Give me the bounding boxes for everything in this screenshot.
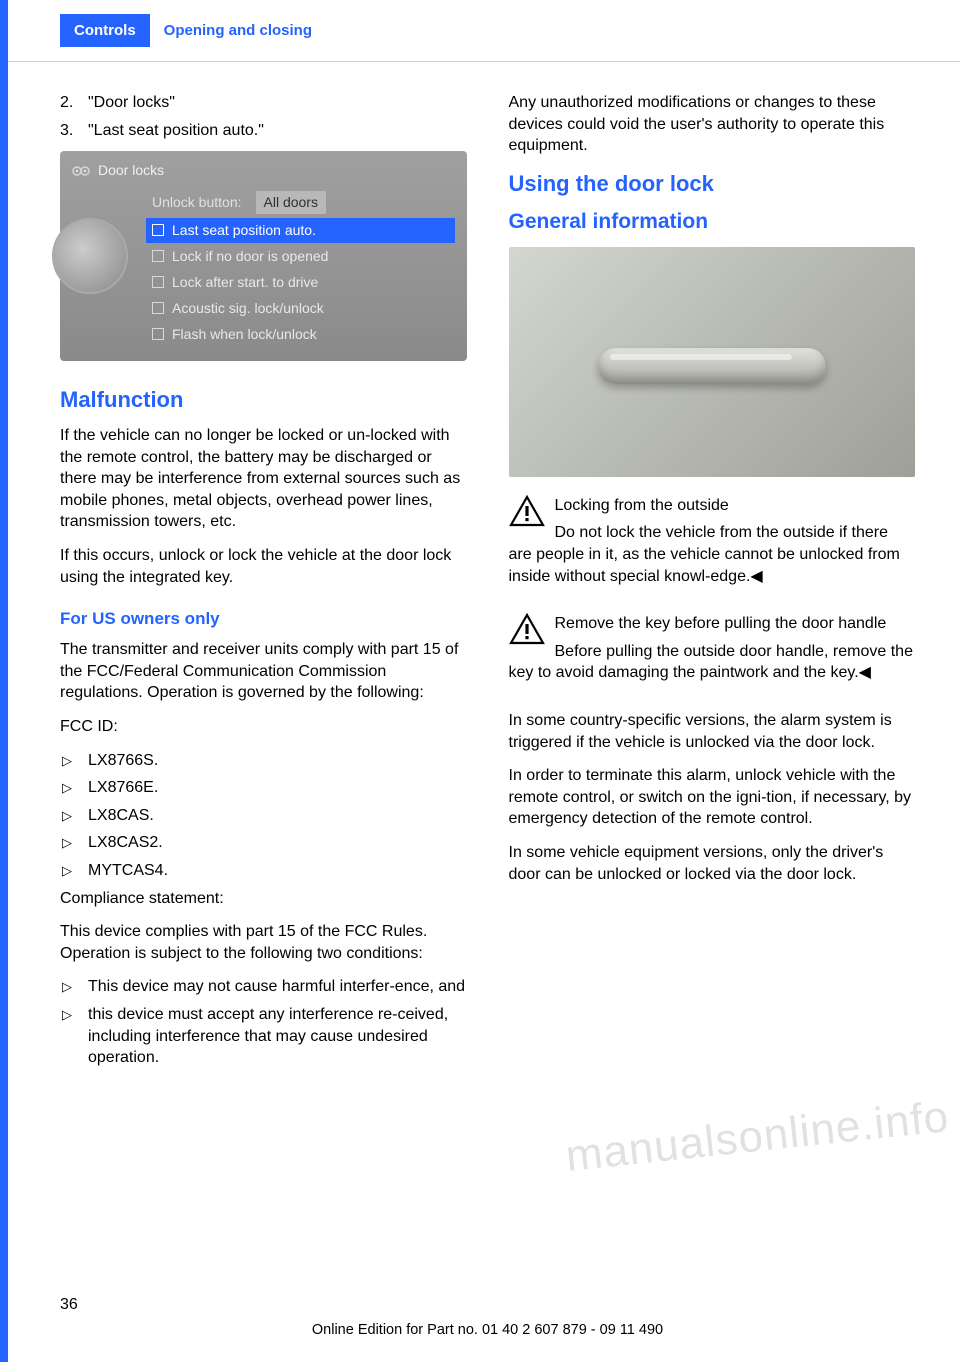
list-item: ▷MYTCAS4. — [60, 860, 467, 882]
bullet-icon: ▷ — [62, 860, 88, 882]
screenshot-body: Unlock button: All doors Last seat posit… — [72, 188, 455, 347]
list-item: ▷LX8CAS2. — [60, 832, 467, 854]
page-content: 2. "Door locks" 3. "Last seat position a… — [0, 62, 960, 1075]
idrive-screenshot: Door locks Unlock button: All doors Last… — [60, 151, 467, 361]
list-item: ▷LX8766E. — [60, 777, 467, 799]
bullet-icon: ▷ — [62, 976, 88, 998]
menu-row: Acoustic sig. lock/unlock — [146, 296, 455, 321]
heading-us-owners: For US owners only — [60, 608, 467, 631]
bullet-icon: ▷ — [62, 777, 88, 799]
paragraph: Any unauthorized modifications or change… — [509, 92, 916, 157]
warning-title: Locking from the outside — [555, 497, 729, 514]
step-number: 2. — [60, 92, 88, 114]
list-item: ▷This device may not cause harmful inter… — [60, 976, 467, 998]
warning-icon — [509, 495, 545, 527]
menu-item-label: Lock if no door is opened — [172, 247, 328, 266]
warning-body: Do not lock the vehicle from the outside… — [509, 522, 916, 587]
warning-body: Before pulling the outside door handle, … — [509, 641, 916, 684]
step-item: 2. "Door locks" — [60, 92, 467, 114]
heading-malfunction: Malfunction — [60, 385, 467, 415]
fcc-id-label: FCC ID: — [60, 716, 467, 738]
menu-item-label: Acoustic sig. lock/unlock — [172, 299, 324, 318]
list-item: ▷this device must accept any interferenc… — [60, 1004, 467, 1069]
door-handle-image — [509, 247, 916, 477]
heading-using-door-lock: Using the door lock — [509, 169, 916, 199]
paragraph: In some vehicle equipment versions, only… — [509, 842, 916, 885]
watermark: manualsonline.info — [564, 1092, 952, 1182]
list-item: ▷LX8CAS. — [60, 805, 467, 827]
menu-row: Flash when lock/unlock — [146, 322, 455, 347]
menu-item-label: Lock after start. to drive — [172, 273, 318, 292]
heading-general-info: General information — [509, 208, 916, 236]
compliance-label: Compliance statement: — [60, 888, 467, 910]
left-column: 2. "Door locks" 3. "Last seat position a… — [60, 92, 467, 1075]
menu-item-label: Last seat position auto. — [172, 221, 316, 240]
page-header: Controls Opening and closing — [0, 0, 960, 62]
unlock-label: Unlock button: — [152, 193, 242, 212]
list-text: MYTCAS4. — [88, 860, 168, 882]
list-text: LX8CAS2. — [88, 832, 163, 854]
step-text: "Last seat position auto." — [88, 120, 264, 142]
list-text: LX8766E. — [88, 777, 158, 799]
paragraph: If the vehicle can no longer be locked o… — [60, 425, 467, 533]
menu-row: Lock after start. to drive — [146, 270, 455, 295]
warning-block: Locking from the outside Do not lock the… — [509, 495, 916, 599]
checkbox-icon — [152, 328, 164, 340]
paragraph: The transmitter and receiver units compl… — [60, 639, 467, 704]
bullet-icon: ▷ — [62, 832, 88, 854]
side-blue-bar — [0, 0, 8, 1362]
menu-row-unlock: Unlock button: All doors — [146, 188, 455, 217]
header-tab-section: Opening and closing — [150, 14, 326, 47]
checkbox-icon — [152, 276, 164, 288]
unlock-value: All doors — [256, 191, 326, 214]
bullet-icon: ▷ — [62, 1004, 88, 1069]
checkbox-icon — [152, 302, 164, 314]
page-number: 36 — [60, 1296, 915, 1314]
checkbox-icon — [152, 224, 164, 236]
menu-row: Lock if no door is opened — [146, 244, 455, 269]
warning-icon — [509, 613, 545, 645]
screenshot-title-row: Door locks — [72, 161, 455, 180]
bullet-icon: ▷ — [62, 805, 88, 827]
gear-icon — [72, 164, 90, 178]
menu-row-selected: Last seat position auto. — [146, 218, 455, 243]
paragraph: In some country-specific versions, the a… — [509, 710, 916, 753]
list-text: LX8CAS. — [88, 805, 154, 827]
screenshot-menu-list: Unlock button: All doors Last seat posit… — [146, 188, 455, 347]
footer-edition-line: Online Edition for Part no. 01 40 2 607 … — [60, 1322, 915, 1338]
list-item: ▷LX8766S. — [60, 750, 467, 772]
list-text: This device may not cause harmful interf… — [88, 976, 465, 998]
dial-knob — [52, 218, 128, 294]
paragraph: If this occurs, unlock or lock the vehic… — [60, 545, 467, 588]
paragraph: In order to terminate this alarm, unlock… — [509, 765, 916, 830]
warning-block: Remove the key before pulling the door h… — [509, 613, 916, 696]
page-footer: 36 Online Edition for Part no. 01 40 2 6… — [60, 1296, 915, 1338]
list-text: this device must accept any interference… — [88, 1004, 467, 1069]
warning-title: Remove the key before pulling the door h… — [555, 615, 887, 632]
menu-item-label: Flash when lock/unlock — [172, 325, 317, 344]
screenshot-title: Door locks — [98, 161, 164, 180]
door-handle-shape — [598, 348, 826, 384]
header-tab-controls: Controls — [60, 14, 150, 47]
checkbox-icon — [152, 250, 164, 262]
idrive-dial — [72, 188, 134, 318]
list-text: LX8766S. — [88, 750, 158, 772]
right-column: Any unauthorized modifications or change… — [509, 92, 916, 1075]
step-item: 3. "Last seat position auto." — [60, 120, 467, 142]
step-text: "Door locks" — [88, 92, 175, 114]
bullet-icon: ▷ — [62, 750, 88, 772]
paragraph: This device complies with part 15 of the… — [60, 921, 467, 964]
step-number: 3. — [60, 120, 88, 142]
